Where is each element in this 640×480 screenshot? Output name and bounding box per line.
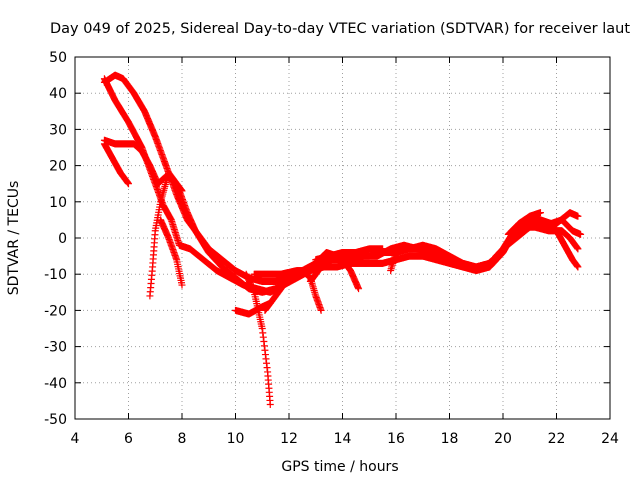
series-track-11 xyxy=(306,256,363,293)
y-tick-label: 20 xyxy=(49,159,67,175)
series-track-14 xyxy=(312,245,387,264)
series-track-12 xyxy=(387,220,582,275)
x-tick-label: 24 xyxy=(601,431,619,447)
grid-lines xyxy=(75,57,610,419)
series-track-13 xyxy=(504,209,544,238)
data-point xyxy=(178,187,186,195)
x-tick-label: 4 xyxy=(71,431,80,447)
x-tick-label: 6 xyxy=(124,431,133,447)
y-tick-label: 30 xyxy=(49,122,67,138)
axis-ticks: 4 6 8 10 12 14 16 18 20 22 24 -50 -40 -30 -20 -10 0 10 20 3… xyxy=(44,50,619,447)
data-point xyxy=(178,281,186,289)
y-tick-label: -10 xyxy=(44,267,67,283)
data-point xyxy=(266,401,274,409)
y-tick-label: 50 xyxy=(49,50,67,66)
x-tick-label: 22 xyxy=(548,431,566,447)
series-track-5 xyxy=(146,169,186,300)
y-tick-label: 0 xyxy=(58,231,67,247)
x-axis-label: GPS time / hours xyxy=(281,459,398,475)
x-tick-label: 10 xyxy=(227,431,245,447)
x-tick-label: 12 xyxy=(280,431,298,447)
series-track-8 xyxy=(242,270,274,409)
data-point xyxy=(574,263,582,271)
y-tick-label: -30 xyxy=(44,340,67,356)
data-point xyxy=(536,209,544,217)
chart-title: Day 049 of 2025, Sidereal Day-to-day VTE… xyxy=(50,21,630,37)
y-axis-label: SDTVAR / TECUs xyxy=(6,181,22,296)
data-points xyxy=(100,71,585,409)
data-point xyxy=(125,180,132,188)
x-tick-label: 14 xyxy=(334,431,352,447)
data-point xyxy=(574,212,582,220)
y-tick-label: -20 xyxy=(44,303,67,319)
data-point xyxy=(379,245,387,253)
series-track-4 xyxy=(100,140,132,188)
y-tick-label: -50 xyxy=(44,412,67,428)
data-point xyxy=(574,245,582,253)
y-tick-label: 10 xyxy=(49,195,67,211)
x-tick-label: 20 xyxy=(494,431,512,447)
data-point xyxy=(355,285,363,293)
series-track-6 xyxy=(157,216,186,289)
y-tick-label: -40 xyxy=(44,376,67,392)
data-point xyxy=(304,267,312,275)
series-track-10 xyxy=(250,267,312,278)
data-point xyxy=(577,230,585,238)
x-tick-label: 16 xyxy=(387,431,405,447)
x-tick-label: 8 xyxy=(178,431,187,447)
x-tick-label: 18 xyxy=(441,431,459,447)
y-tick-label: 40 xyxy=(49,86,67,102)
data-point xyxy=(317,306,325,314)
